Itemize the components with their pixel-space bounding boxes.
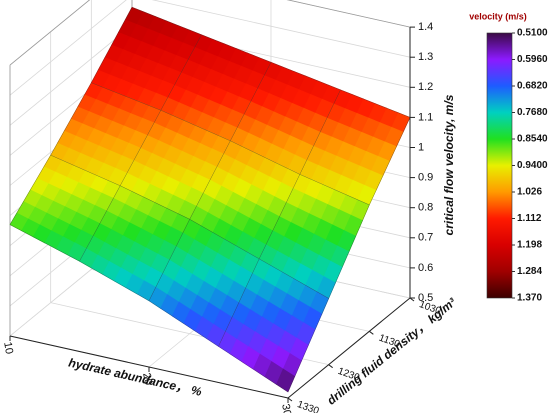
y-tick (369, 330, 374, 335)
colorbar-tick-label: 0.8540 (517, 134, 548, 145)
colorbar-tick-label: 0.5100 (517, 28, 548, 39)
z-tick-label: 1.1 (418, 111, 433, 123)
surface-patch (90, 6, 202, 111)
mesh-line (79, 34, 202, 262)
surface-patch (189, 140, 301, 260)
x-tick-label: 30 (279, 403, 293, 413)
z-tick-label: 0.7 (418, 232, 433, 244)
x-tick-label: 10 (1, 341, 15, 355)
y-tick (328, 364, 333, 369)
mesh-line (218, 89, 341, 347)
colorbar-tick-label: 0.7680 (517, 107, 548, 118)
y-tick-label: 1330 (296, 399, 321, 413)
z-tick-label: 0.8 (418, 202, 433, 214)
grid-line (9, 0, 127, 96)
colorbar-tick-label: 0.5960 (517, 54, 548, 65)
x-axis-label: hydrate abundance， % (67, 356, 203, 399)
z-axis-label: critical flow velocity, m/s (442, 94, 456, 235)
y-tick (409, 297, 415, 302)
colorbar (486, 32, 513, 299)
z-tick-label: 1.2 (418, 81, 433, 93)
colorbar-tick-label: 1.112 (517, 213, 542, 224)
colorbar-tick-label: 1.198 (517, 240, 542, 251)
colorbar-tick-label: 1.370 (517, 293, 542, 304)
surface-patch (119, 109, 231, 220)
x-tick-label: 20 (140, 372, 154, 386)
z-tick-label: 1.3 (418, 51, 433, 63)
z-tick-label: 0.9 (418, 172, 433, 184)
mesh-line (9, 7, 133, 225)
surface-patch (9, 154, 121, 262)
colorbar-title: velocity (m/s) (469, 11, 527, 21)
colorbar-tick-label: 0.9400 (517, 160, 548, 171)
surface-patch (229, 61, 341, 175)
box-edge (9, 0, 91, 66)
grid-line (9, 24, 133, 126)
surface-patch (258, 173, 370, 299)
z-tick-label: 1 (418, 141, 424, 153)
z-tick-label: 1.4 (418, 21, 433, 33)
z-tick-label: 0.6 (418, 262, 433, 274)
box-edge (286, 0, 411, 28)
mesh-line (148, 62, 272, 301)
surface-patch (148, 218, 260, 347)
colorbar-tick-label: 0.6820 (517, 81, 548, 92)
axis-line (287, 297, 411, 399)
y-tick (287, 397, 293, 402)
mesh-line (287, 117, 411, 393)
z-tick-label: 0.5 (418, 292, 433, 304)
colorbar-tick-label: 1.284 (517, 266, 542, 277)
colorbar-tick-label: 1.026 (517, 187, 542, 198)
